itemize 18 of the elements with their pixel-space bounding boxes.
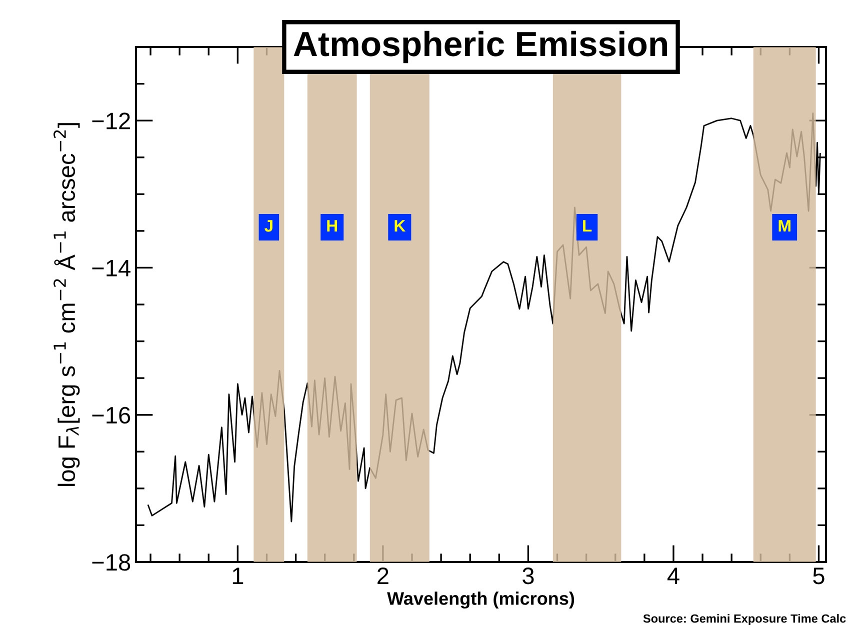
source-note: Source: Gemini Exposure Time Calc xyxy=(643,614,846,626)
chart-title: Atmospheric Emission xyxy=(294,30,667,64)
y-tick-label: −12 xyxy=(92,112,130,130)
band-label: H xyxy=(327,220,337,232)
band-label: J xyxy=(264,220,272,232)
band-label: M xyxy=(778,220,790,232)
x-tick-label: 1 xyxy=(232,568,244,584)
y-tick-label: −16 xyxy=(92,406,130,424)
y-tick-label: −14 xyxy=(92,260,130,276)
x-tick-label: 2 xyxy=(378,567,388,584)
band-label: L xyxy=(583,220,592,232)
y-tick-label: −18 xyxy=(92,554,130,571)
x-tick-label: 4 xyxy=(667,568,680,584)
x-tick-label: 3 xyxy=(522,567,534,584)
x-axis-title: Wavelength (microns) xyxy=(387,592,574,609)
text: log F$_{λ}$[erg s$^{−1}$ cm$^{−2}$ Å$^{−1}$ arcsec$^{−2}$] xyxy=(54,123,80,486)
band-label: K xyxy=(394,220,406,232)
x-tick-label: 5 xyxy=(813,568,824,584)
